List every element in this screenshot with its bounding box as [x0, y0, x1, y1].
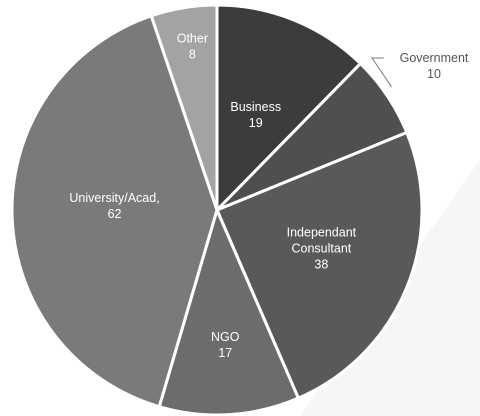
- pie-callouts: [371, 57, 392, 88]
- slice-value-business: 19: [249, 116, 263, 130]
- pie-slice-other: [149, 3, 219, 212]
- pie-slices: [10, 3, 424, 416]
- slice-label-independant-consultant-1: Independant: [287, 226, 357, 240]
- pie-slice-university-acad: [10, 14, 219, 409]
- slice-value-government: 10: [427, 67, 441, 81]
- slice-value-independant-consultant: 38: [314, 258, 328, 272]
- slice-label-business: Business: [230, 100, 281, 114]
- slice-value-ngo: 17: [218, 346, 232, 360]
- slice-label-university-acad: University/Acad,: [69, 191, 159, 205]
- pie-slice-ngo: [157, 208, 300, 416]
- slice-value-other: 8: [189, 47, 196, 61]
- slice-label-government: Government: [400, 51, 469, 65]
- slice-value-university-acad: 62: [108, 207, 122, 221]
- callout-line-government: [371, 57, 392, 88]
- slice-label-independant-consultant-2: Consultant: [292, 242, 352, 256]
- pie-labels: Business 19 Government 10 Independant Consult…: [69, 31, 469, 360]
- pie-slice-independant-consultant: [215, 131, 424, 400]
- slice-label-other: Other: [177, 31, 208, 45]
- slice-label-ngo: NGO: [211, 330, 240, 344]
- pie-slice-business: [215, 3, 362, 212]
